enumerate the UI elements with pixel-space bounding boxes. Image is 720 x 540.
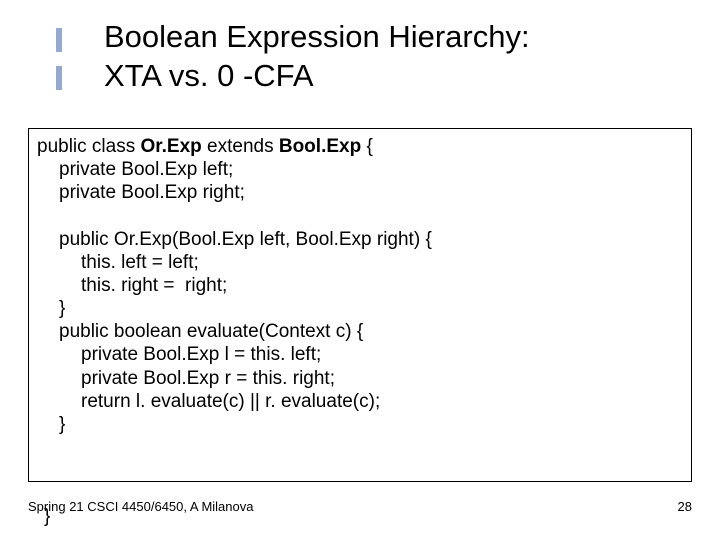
open-brace: {	[366, 136, 372, 157]
slide-number: 28	[678, 499, 692, 514]
return-semicolon: ;	[375, 391, 380, 412]
code-ctor-right: this. right = right;	[37, 274, 683, 297]
code-field-right: private Bool.Exp right;	[37, 181, 683, 204]
kw-return: return	[81, 391, 136, 412]
kw-extends: extends	[202, 136, 279, 157]
code-block: public class Or.Exp extends Bool.Exp { p…	[28, 128, 692, 482]
slide-title: Boolean Expression Hierarchy: XTA vs. 0 …	[56, 18, 660, 96]
footer-left: Spring 21 CSCI 4450/6450, A Milanova	[28, 499, 253, 514]
code-ctor-left: this. left = left;	[37, 251, 683, 274]
code-field-left: private Bool.Exp left;	[37, 158, 683, 181]
super-name: Bool.Exp	[279, 136, 367, 157]
code-eval-decl: public boolean evaluate(Context c) {	[37, 320, 683, 343]
code-eval-return: return l. evaluate(c) || r. evaluate(c);	[37, 390, 683, 413]
code-ctor-close: }	[37, 297, 683, 320]
slide: Boolean Expression Hierarchy: XTA vs. 0 …	[0, 0, 720, 540]
class-close-brace: }	[44, 506, 50, 528]
title-line-2: XTA vs. 0 -CFA	[56, 57, 660, 96]
code-eval-l: private Bool.Exp l = this. left;	[37, 343, 683, 366]
class-name: Or.Exp	[141, 136, 202, 157]
code-blank-line	[37, 205, 683, 228]
return-expr: l. evaluate(c) || r. evaluate(c)	[136, 391, 375, 412]
code-eval-close: }	[37, 413, 683, 436]
kw-public-class: public class	[37, 136, 141, 157]
title-line-1: Boolean Expression Hierarchy:	[56, 18, 660, 57]
code-eval-r: private Bool.Exp r = this. right;	[37, 367, 683, 390]
code-ctor-decl: public Or.Exp(Bool.Exp left, Bool.Exp ri…	[37, 228, 683, 251]
code-class-decl: public class Or.Exp extends Bool.Exp {	[37, 135, 683, 158]
